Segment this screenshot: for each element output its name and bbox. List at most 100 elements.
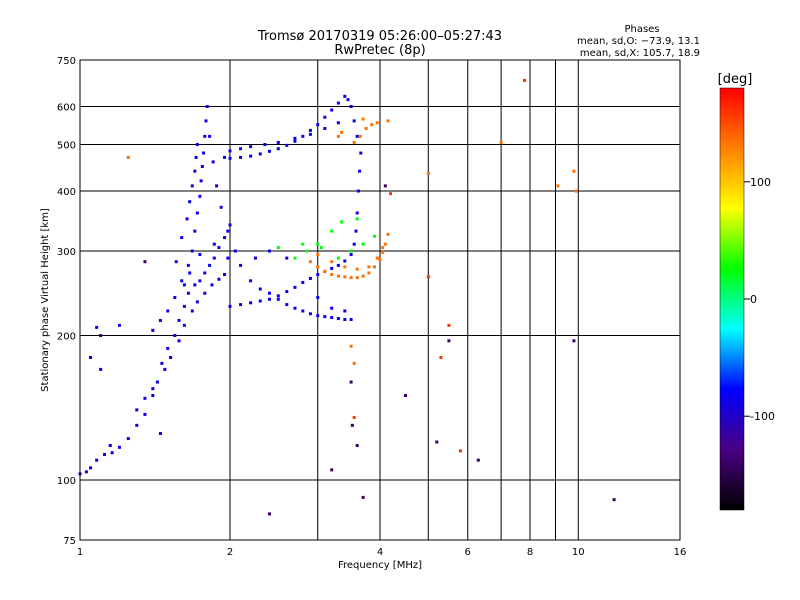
data-point: [361, 274, 365, 278]
data-point: [336, 121, 340, 125]
data-point: [301, 134, 305, 138]
data-point: [188, 200, 192, 204]
colorbar: [719, 87, 745, 511]
data-point: [340, 130, 344, 134]
data-point: [340, 220, 344, 224]
data-point: [373, 234, 377, 238]
data-point: [447, 323, 451, 327]
data-point: [403, 394, 407, 398]
colorbar-ticks: 100 0 -100: [744, 176, 775, 423]
data-point: [249, 301, 253, 305]
data-point: [99, 334, 103, 338]
data-point: [316, 296, 320, 300]
data-point: [458, 449, 462, 453]
data-point: [361, 117, 365, 121]
data-point: [203, 134, 207, 138]
data-point: [166, 309, 170, 313]
data-point: [293, 139, 297, 143]
y-tick-label: 200: [57, 332, 76, 343]
data-point: [253, 256, 257, 260]
data-point: [217, 277, 221, 281]
data-point: [267, 249, 271, 253]
data-point: [239, 303, 243, 307]
data-point: [215, 184, 219, 188]
data-point: [173, 334, 177, 338]
data-point: [198, 279, 202, 283]
data-point: [276, 140, 280, 144]
data-point: [293, 285, 297, 289]
data-point: [336, 101, 340, 105]
data-point: [343, 317, 347, 321]
data-point: [330, 266, 334, 270]
data-point: [228, 223, 232, 227]
data-point: [174, 260, 178, 264]
data-point: [249, 145, 253, 149]
data-point: [193, 169, 197, 173]
data-point: [293, 256, 297, 260]
data-point: [285, 143, 289, 147]
data-point: [572, 169, 576, 173]
data-point: [305, 249, 309, 253]
data-point: [267, 297, 271, 301]
data-point: [194, 155, 198, 159]
data-point: [190, 249, 194, 253]
data-point: [574, 189, 578, 193]
data-point: [143, 396, 147, 400]
data-point: [352, 242, 356, 246]
data-point: [208, 134, 212, 138]
y-tick-label: 500: [57, 141, 76, 152]
colorbar-label: [deg]: [718, 72, 753, 87]
x-tick-label: 10: [572, 547, 585, 558]
data-point: [239, 155, 243, 159]
y-axis-label: Stationary phase Virtual Height [km]: [40, 208, 51, 392]
data-point: [188, 271, 192, 275]
data-point: [211, 160, 215, 164]
data-point: [349, 344, 353, 348]
data-point: [173, 296, 177, 300]
data-point: [226, 229, 230, 233]
data-point: [355, 211, 359, 215]
data-point: [301, 280, 305, 284]
y-tick-label: 750: [57, 56, 76, 67]
data-point: [186, 263, 190, 267]
data-point: [239, 263, 243, 267]
data-point: [99, 367, 103, 371]
data-point: [117, 323, 121, 327]
data-point: [612, 498, 616, 502]
y-tick-label: 400: [57, 187, 76, 198]
data-point: [103, 453, 107, 457]
data-point: [330, 260, 334, 264]
data-point: [356, 189, 360, 193]
data-point: [249, 279, 253, 283]
data-point: [95, 458, 99, 462]
data-point: [95, 325, 99, 329]
data-point: [126, 437, 130, 441]
y-tick-label: 300: [57, 247, 76, 258]
data-point: [361, 242, 365, 246]
data-point: [228, 156, 232, 160]
data-point: [177, 318, 181, 322]
data-point: [349, 249, 353, 253]
data-point: [276, 246, 280, 250]
data-point: [316, 123, 320, 127]
data-point: [182, 304, 186, 308]
data-point: [117, 445, 121, 449]
data-point: [210, 283, 214, 287]
x-tick-label: 16: [674, 547, 687, 558]
data-point: [185, 217, 189, 221]
data-point: [84, 470, 88, 474]
data-point: [135, 423, 139, 427]
data-point: [316, 314, 320, 318]
data-point: [110, 451, 114, 455]
data-point: [182, 323, 186, 327]
data-point: [203, 291, 207, 295]
data-point: [198, 194, 202, 198]
data-point: [378, 258, 382, 262]
data-point: [203, 271, 207, 275]
data-point: [336, 274, 340, 278]
data-point: [151, 387, 155, 391]
data-point: [319, 246, 323, 250]
data-point: [258, 152, 262, 156]
data-point: [285, 256, 289, 260]
data-point: [151, 394, 155, 398]
